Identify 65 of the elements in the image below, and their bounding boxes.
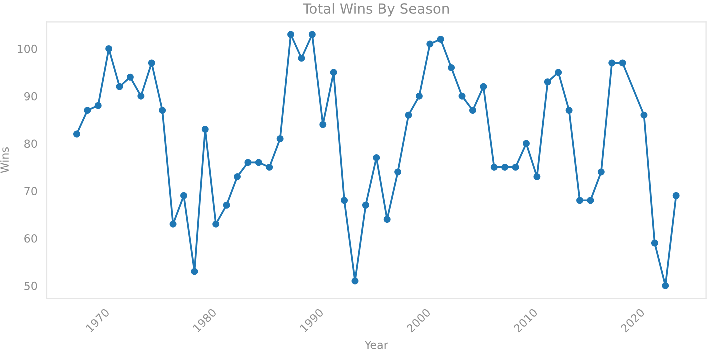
point <box>330 69 338 76</box>
point <box>566 107 573 114</box>
point <box>170 220 177 228</box>
chart-title: Total Wins By Season <box>303 3 450 17</box>
point <box>84 107 92 114</box>
y-tick-label: 50 <box>24 282 38 290</box>
point <box>202 126 209 133</box>
point <box>223 202 230 209</box>
point <box>341 197 348 204</box>
point <box>512 164 520 171</box>
point <box>405 112 412 119</box>
y-tick-label: 60 <box>24 234 38 243</box>
point <box>502 164 509 171</box>
point <box>255 159 262 166</box>
point <box>458 92 466 100</box>
point <box>298 54 306 62</box>
point <box>212 220 220 228</box>
point <box>106 45 113 52</box>
y-tick-label: 70 <box>24 187 38 196</box>
point <box>448 64 456 72</box>
point <box>308 31 316 38</box>
y-axis-title: Wins <box>0 148 10 174</box>
point <box>352 278 359 285</box>
point <box>234 173 241 180</box>
point <box>480 83 488 90</box>
point <box>394 168 402 176</box>
point <box>384 216 391 224</box>
point <box>426 40 434 48</box>
point <box>266 164 274 171</box>
point <box>470 107 476 114</box>
point <box>587 197 594 204</box>
point <box>598 168 605 176</box>
point <box>608 60 616 67</box>
point <box>534 173 541 180</box>
point <box>362 202 370 209</box>
point <box>320 121 327 128</box>
point <box>288 31 294 38</box>
point <box>138 92 145 100</box>
y-tick-label: 90 <box>24 92 38 101</box>
y-tick-label: 100 <box>18 44 38 54</box>
point <box>180 192 188 200</box>
point <box>672 192 680 200</box>
point <box>191 268 198 276</box>
x-axis-title: Year <box>364 341 388 350</box>
point <box>373 154 380 162</box>
point <box>116 83 124 90</box>
point <box>662 282 670 290</box>
point <box>651 240 658 247</box>
point <box>619 60 626 67</box>
point <box>127 74 134 81</box>
point <box>94 102 102 110</box>
point <box>640 112 648 119</box>
point <box>73 130 80 138</box>
point <box>416 92 423 100</box>
point <box>244 159 252 166</box>
y-tick-label: 80 <box>24 140 38 148</box>
point <box>555 69 562 76</box>
point <box>276 136 284 142</box>
point <box>490 164 498 171</box>
point <box>148 60 156 67</box>
point <box>437 36 444 43</box>
point <box>159 107 166 114</box>
point <box>523 140 530 148</box>
point <box>544 78 552 86</box>
point <box>576 197 584 204</box>
